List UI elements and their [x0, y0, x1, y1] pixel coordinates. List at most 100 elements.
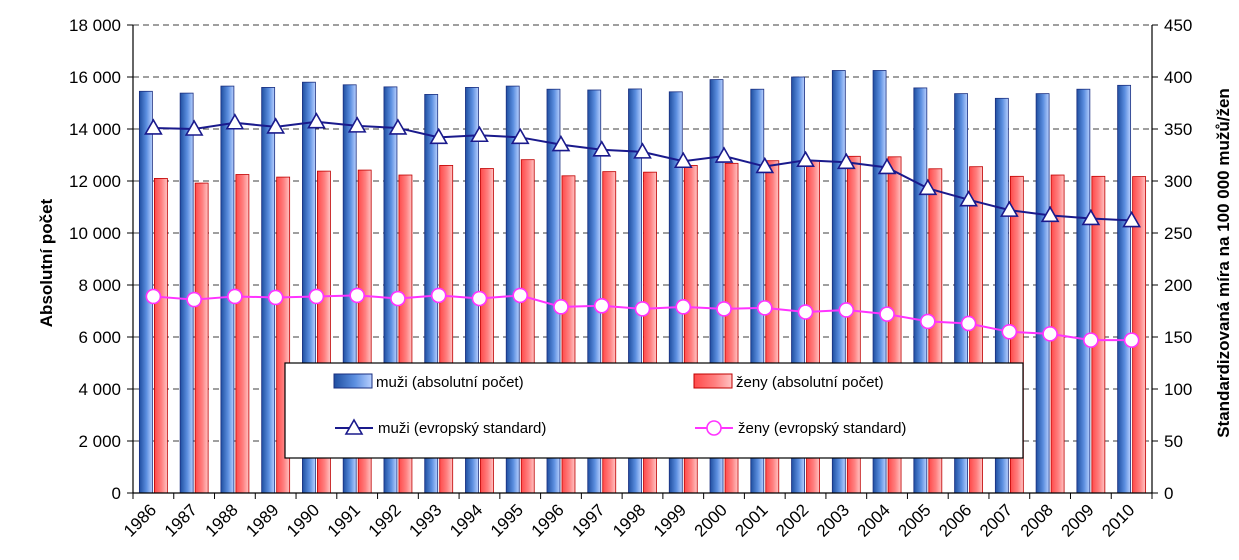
point-muzi-standard [429, 127, 449, 145]
left-tick-label: 18 000 [69, 16, 121, 35]
point-muzi-standard [1122, 210, 1141, 228]
left-tick-label: 16 000 [69, 68, 121, 87]
x-tick-label: 2004 [854, 500, 894, 540]
point-zeny-standard [960, 315, 977, 332]
point-muzi-standard [307, 112, 326, 129]
left-tick-label: 6 000 [78, 328, 121, 347]
point-zeny-standard [1001, 323, 1018, 340]
point-muzi-standard [551, 134, 571, 152]
x-tick-label: 2003 [813, 500, 853, 540]
point-zeny-standard [1123, 332, 1140, 348]
right-tick-label: 400 [1164, 68, 1192, 87]
point-zeny-standard [390, 290, 406, 307]
right-tick-label: 0 [1164, 484, 1173, 503]
x-tick-label: 2010 [1098, 500, 1138, 540]
x-tick-label: 1995 [487, 500, 527, 540]
right-tick-label: 150 [1164, 328, 1192, 347]
point-zeny-standard [1083, 332, 1099, 348]
legend-item-zeny-standard: ženy (evropský standard) [695, 420, 906, 437]
x-tick-label: 1993 [405, 500, 445, 540]
point-zeny-standard [797, 304, 814, 320]
point-muzi-standard [755, 156, 775, 174]
x-tick-label: 2005 [894, 500, 934, 540]
left-tick-label: 12 000 [69, 172, 121, 191]
axes [132, 25, 1153, 494]
x-tick-label: 1999 [650, 500, 690, 540]
left-axis-title: Absolutní počet [37, 198, 56, 327]
legend: muži (absolutní počet) ženy (absolutní p… [284, 362, 1024, 459]
point-muzi-standard [633, 142, 652, 159]
point-muzi-standard [144, 118, 163, 135]
bar-muzi-absolutni [261, 87, 276, 494]
right-tick-label: 250 [1164, 224, 1192, 243]
point-zeny-standard [634, 301, 651, 317]
legend-item-muzi-absolutni: muži (absolutní počet) [333, 373, 524, 391]
point-muzi-standard [673, 151, 693, 169]
x-tick-label: 1997 [568, 500, 608, 540]
x-tick-label: 1998 [609, 500, 649, 540]
x-tick-label: 1989 [242, 500, 282, 540]
right-tick-label: 200 [1164, 276, 1192, 295]
x-tick-label: 1988 [202, 500, 242, 540]
legend-label-muzi-standard: muži (evropský standard) [378, 420, 546, 437]
point-zeny-standard [349, 287, 365, 304]
point-muzi-standard [796, 150, 815, 167]
point-muzi-standard [266, 117, 286, 134]
x-tick-label: 2006 [935, 500, 975, 540]
point-muzi-standard [836, 152, 856, 170]
left-tick-label: 14 000 [69, 120, 121, 139]
line-series [144, 112, 1141, 348]
x-tick-label: 1990 [283, 500, 323, 540]
left-tick-label: 0 [112, 484, 121, 503]
point-zeny-standard [512, 287, 529, 304]
legend-item-zeny-absolutni: ženy (absolutní počet) [693, 373, 884, 391]
point-zeny-standard [186, 291, 202, 308]
point-zeny-standard [593, 297, 610, 314]
right-axis-title: Standardizovaná míra na 100 000 mužů/žen [1214, 88, 1233, 438]
point-muzi-standard [225, 113, 245, 130]
point-zeny-standard [308, 288, 325, 305]
x-tick-label: 1986 [120, 500, 160, 540]
point-zeny-standard [227, 288, 243, 305]
point-muzi-standard [1081, 208, 1101, 226]
x-tick-label: 2000 [691, 500, 731, 540]
point-muzi-standard [918, 178, 938, 196]
bar-zeny-absolutni [235, 174, 250, 494]
bar-zeny-absolutni [153, 177, 168, 494]
point-muzi-standard [877, 157, 897, 175]
x-axis-ticks: 1986 1987 1988 1989 1990 1991 1992 1993 1994 1995… [120, 493, 1153, 541]
line-muzi-standard [153, 120, 1132, 222]
right-tick-label: 350 [1164, 120, 1192, 139]
legend-item-muzi-standard: muži (evropský standard) [335, 418, 546, 437]
point-zeny-standard [471, 290, 488, 307]
point-muzi-standard [347, 116, 367, 133]
bar-zeny-absolutni [194, 182, 209, 494]
point-zeny-standard [838, 302, 855, 318]
bar-muzi-absolutni [1035, 93, 1050, 494]
x-tick-label: 2008 [1017, 500, 1057, 540]
point-muzi-standard [959, 190, 978, 207]
legend-label-zeny-absolutni: ženy (absolutní počet) [736, 374, 884, 391]
x-tick-label: 1992 [365, 500, 405, 540]
legend-swatch-bar-zeny [693, 373, 733, 389]
legend-box [284, 362, 1024, 459]
point-zeny-standard [879, 306, 895, 322]
point-muzi-standard [1040, 205, 1060, 223]
point-zeny-standard [1042, 326, 1058, 342]
left-tick-label: 2 000 [78, 432, 121, 451]
left-tick-label: 10 000 [69, 224, 121, 243]
right-tick-label: 50 [1164, 432, 1183, 451]
x-tick-label: 1996 [528, 500, 568, 540]
point-zeny-standard [716, 301, 732, 317]
x-tick-label: 1991 [324, 500, 364, 540]
right-tick-label: 100 [1164, 380, 1192, 399]
left-tick-label: 8 000 [78, 276, 121, 295]
left-tick-label: 4 000 [78, 380, 121, 399]
point-zeny-standard [430, 287, 447, 304]
bar-muzi-absolutni [1076, 88, 1091, 494]
legend-swatch-bar-muzi [333, 373, 373, 389]
point-muzi-standard [470, 125, 489, 143]
x-tick-label: 1994 [446, 500, 486, 540]
x-tick-label: 2002 [772, 500, 812, 540]
